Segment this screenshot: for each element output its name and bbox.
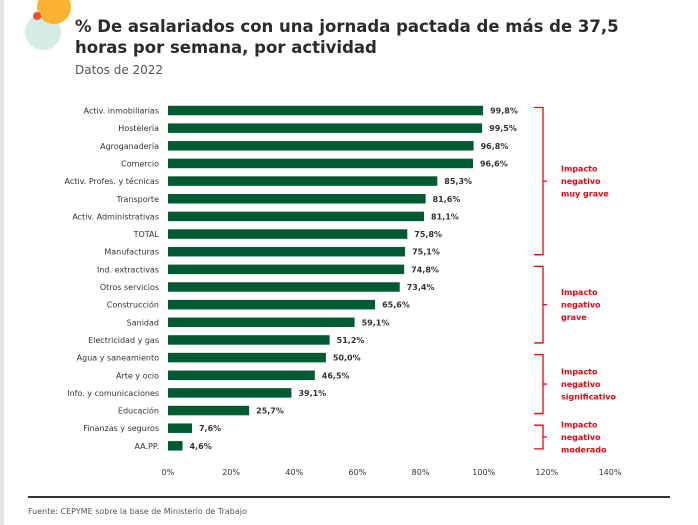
bar xyxy=(168,352,326,363)
bar xyxy=(168,158,473,169)
bar xyxy=(168,388,292,398)
group-label: Impacto xyxy=(561,288,598,297)
source-note: Fuente: CEPYME sobre la base de Minister… xyxy=(28,507,247,516)
bar xyxy=(168,176,438,186)
category-label: Agua y saneamiento xyxy=(77,354,159,363)
group-bracket xyxy=(534,106,547,256)
group-label: significativo xyxy=(561,393,617,402)
bar xyxy=(168,123,483,133)
category-label: Info. y comunicaciones xyxy=(67,389,159,398)
category-label: Transporte xyxy=(116,195,160,204)
data-label: 75,8% xyxy=(414,230,442,239)
category-label: Activ. inmobiliarias xyxy=(84,107,160,116)
data-label: 59,1% xyxy=(362,318,390,327)
category-label: AA.PP. xyxy=(134,442,159,451)
category-label: Ind. extractivas xyxy=(97,265,159,274)
group-label: negativo xyxy=(561,380,601,389)
group-bracket xyxy=(534,353,547,415)
x-tick-label: 20% xyxy=(222,468,240,477)
category-label: Comercio xyxy=(121,159,159,168)
bar xyxy=(168,282,400,292)
footer-rule xyxy=(28,496,670,498)
category-label: Activ. Profes. y técnicas xyxy=(65,176,159,186)
data-label: 81,1% xyxy=(431,212,459,221)
bar xyxy=(168,211,425,222)
x-tick-label: 140% xyxy=(599,468,622,477)
data-label: 73,4% xyxy=(407,283,435,292)
data-label: 4,6% xyxy=(190,442,212,451)
x-tick-label: 0% xyxy=(162,468,175,477)
group-label: negativo xyxy=(561,301,601,310)
bar xyxy=(168,441,183,451)
data-label: 50,0% xyxy=(333,354,361,363)
category-label: Activ. Administrativas xyxy=(72,212,159,221)
data-label: 46,5% xyxy=(322,371,350,380)
page-edge xyxy=(0,0,4,525)
data-label: 96,6% xyxy=(480,159,508,168)
logo-red-dot xyxy=(33,12,41,20)
chart-subtitle: Datos de 2022 xyxy=(75,63,164,77)
bar xyxy=(168,370,315,380)
bar xyxy=(168,194,426,204)
data-label: 51,2% xyxy=(337,336,365,345)
bar xyxy=(168,317,355,328)
data-label: 25,7% xyxy=(256,407,284,416)
data-label: 96,8% xyxy=(481,142,509,151)
category-label: Electricidad y gas xyxy=(88,336,159,345)
category-label: Hostelería xyxy=(118,124,159,133)
category-label: Agroganadería xyxy=(100,142,159,151)
group-label: Impacto xyxy=(561,421,598,430)
data-label: 7,6% xyxy=(199,424,221,433)
data-label: 99,5% xyxy=(489,124,517,133)
data-label: 85,3% xyxy=(444,177,472,186)
category-label: Otros servicios xyxy=(100,283,159,292)
group-label: Impacto xyxy=(561,165,598,174)
x-tick-label: 60% xyxy=(349,468,367,477)
bar xyxy=(168,299,376,310)
group-label: grave xyxy=(561,313,587,322)
x-tick-label: 40% xyxy=(285,468,303,477)
group-bracket xyxy=(534,265,547,344)
bar xyxy=(168,105,484,116)
bar xyxy=(168,423,192,433)
category-label: Sanidad xyxy=(127,318,159,327)
data-label: 75,1% xyxy=(412,248,440,257)
x-tick-label: 80% xyxy=(412,468,430,477)
category-label: TOTAL xyxy=(133,230,160,239)
group-label: muy grave xyxy=(561,190,609,199)
category-label: Educación xyxy=(118,406,159,416)
category-label: Finanzas y seguros xyxy=(83,424,159,433)
bar xyxy=(168,405,250,416)
category-label: Manufacturas xyxy=(104,248,159,257)
bar xyxy=(168,141,474,151)
x-tick-label: 100% xyxy=(472,468,495,477)
bar xyxy=(168,264,405,275)
group-label: moderado xyxy=(561,446,607,455)
data-label: 81,6% xyxy=(433,195,461,204)
chart-title: % De asalariados con una jornada pactada… xyxy=(75,17,619,57)
group-label: negativo xyxy=(561,177,601,186)
group-bracket xyxy=(534,424,547,450)
bar xyxy=(168,229,408,239)
x-tick-label: 120% xyxy=(535,468,558,477)
group-label: negativo xyxy=(561,433,601,442)
data-label: 39,1% xyxy=(298,389,326,398)
data-label: 74,8% xyxy=(411,265,439,274)
category-label: Arte y ocio xyxy=(116,371,159,380)
group-label: Impacto xyxy=(561,368,598,377)
data-label: 99,8% xyxy=(490,107,518,116)
bar xyxy=(168,246,406,257)
data-label: 65,6% xyxy=(382,301,410,310)
category-label: Construcción xyxy=(107,300,159,310)
bar xyxy=(168,335,330,345)
